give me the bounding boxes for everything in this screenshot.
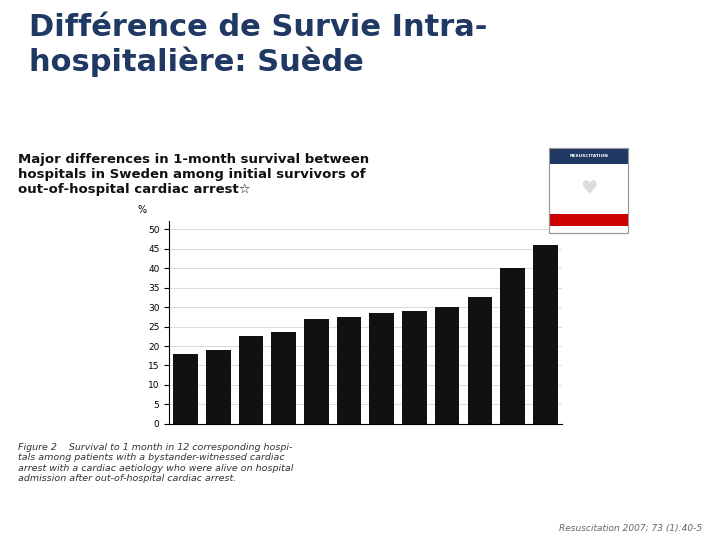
Bar (239, 336, 264, 424)
Bar (533, 245, 557, 424)
Text: J. Herlitzᵃ,*, J. Engdahlᵃ, L. Svenssonᵇ, K.-A. Angquistᶜ,
J. Silfverstolpeᵈ, S.: J. Herlitzᵃ,*, J. Engdahlᵃ, L. Svenssonᵇ… (172, 248, 433, 270)
Bar (549, 214, 629, 226)
Text: RESUSCITATION: RESUSCITATION (570, 154, 608, 159)
Bar (402, 311, 427, 424)
Bar (369, 313, 394, 424)
Bar (435, 307, 459, 424)
Bar (337, 317, 361, 424)
Text: %: % (138, 205, 147, 215)
Text: Major differences in 1-month survival between
hospitals in Sweden among initial : Major differences in 1-month survival be… (18, 153, 369, 196)
Text: ♥: ♥ (580, 179, 598, 198)
Bar (206, 350, 230, 424)
Text: Resuscitation 2007; 73 (1):40-5: Resuscitation 2007; 73 (1):40-5 (559, 524, 702, 533)
Bar (467, 298, 492, 424)
Bar (500, 268, 525, 424)
Text: Figure 2    Survival to 1 month in 12 corresponding hospi-
tals among patients w: Figure 2 Survival to 1 month in 12 corre… (18, 443, 293, 483)
Text: Différence de Survie Intra-
hospitalière: Suède: Différence de Survie Intra- hospitalière… (29, 13, 487, 77)
Bar (304, 319, 328, 424)
Bar (174, 354, 198, 424)
Bar (549, 147, 629, 164)
Bar (271, 333, 296, 424)
